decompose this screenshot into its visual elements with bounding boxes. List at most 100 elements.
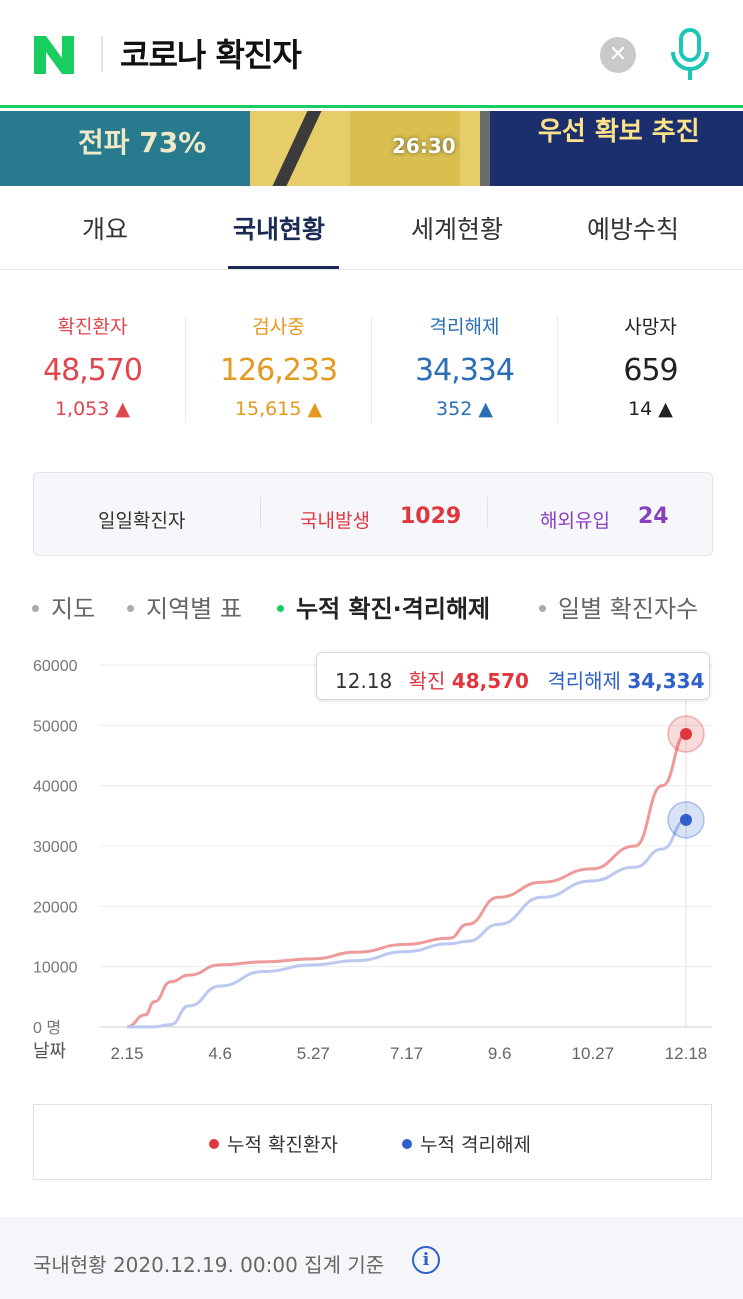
overseas-label: 해외유입 [540,510,610,532]
x-tick-label: 7.17 [390,1044,423,1063]
chart-menu-label: 일별 확진자수 [558,595,699,623]
legend-dot-icon [209,1139,219,1149]
chart-menu-cumulative[interactable]: 누적 확진·격리해제 [277,589,490,624]
search-header: 코로나 확진자 ✕ [0,0,743,108]
chart-menu-map[interactable]: 지도 [32,589,95,624]
stat-divider [185,315,186,423]
stat-label: 검사중 [252,316,305,338]
chart-tooltip: 12.18 확진 48,570 격리해제 34,334 [316,652,710,700]
x-tick-label: 4.6 [208,1044,232,1063]
video-gap [480,111,490,186]
stat-divider [371,315,372,423]
active-tab-indicator [228,266,339,269]
y-tick-label: 40000 [33,779,78,796]
x-axis-label: 날짜 [33,1041,67,1061]
stat-value: 126,233 [219,353,338,388]
stat-divider [557,315,558,423]
x-tick-label: 12.18 [665,1044,708,1063]
tooltip-confirmed-value: 48,570 [451,669,529,693]
stat-value: 48,570 [43,353,143,388]
daily-divider [487,497,488,527]
stat-deaths: 사망자 659 14 ▲ [558,312,743,420]
legend-label: 누적 격리해제 [420,1134,531,1156]
cumulative-line-chart[interactable]: 60000 50000 40000 30000 20000 10000 0 명날짜 2.15 4… [0,640,743,1080]
video-thumb-2[interactable] [250,111,480,186]
stat-value: 659 [623,353,678,388]
chart-menu-label: 지역별 표 [146,595,242,623]
tab-world[interactable]: 세계현황 [411,215,504,244]
microphone-icon[interactable] [668,28,712,82]
video-thumb-3[interactable]: 우선 확보 추진 [490,111,743,186]
bullet-icon [127,604,134,612]
domestic-label: 국내발생 [300,510,370,532]
stat-released: 격리해제 34,334 352 ▲ [372,312,557,420]
up-triangle-icon: ▲ [109,398,131,420]
chart-menu-daily[interactable]: 일별 확진자수 [539,589,698,624]
chart-menu-label: 지도 [51,595,96,623]
stat-confirmed: 확진환자 48,570 1,053 ▲ [0,312,185,420]
y-tick-label: 20000 [33,899,78,916]
stat-delta: 1,053 ▲ [0,398,185,420]
tab-overview[interactable]: 개요 [82,215,129,244]
up-triangle-icon: ▲ [652,398,673,420]
stat-delta-value: 15,615 [234,398,302,420]
tab-prevention[interactable]: 예방수칙 [587,215,680,244]
tooltip-confirmed-label: 확진 [408,669,446,693]
up-triangle-icon: ▲ [301,398,323,420]
stat-delta-value: 352 [436,398,473,420]
x-tick-label: 10.27 [572,1044,615,1063]
tooltip-released-label: 격리해제 [547,669,621,693]
y-tick-label: 10000 [33,960,78,977]
footer: 국내현황 2020.12.19. 00:00 집계 기준 i [0,1217,743,1299]
bullet-icon [32,604,39,612]
legend-label: 누적 확진환자 [227,1134,338,1156]
stats-summary: 확진환자 48,570 1,053 ▲ 검사중 126,233 15,615 ▲… [0,300,743,440]
legend-dot-icon [402,1139,412,1149]
stat-delta: 15,615 ▲ [186,398,371,420]
y-tick-label: 0 명 [33,1019,61,1037]
video-thumb-1[interactable]: 전파 73% [0,111,250,186]
video-thumb-3-text: 우선 확보 추진 [538,117,700,147]
clear-icon[interactable]: ✕ [600,37,636,73]
stat-delta-value: 14 [628,398,653,420]
header-divider [101,36,103,72]
tooltip-date: 12.18 [335,669,393,693]
x-tick-label: 2.15 [110,1044,143,1063]
released-last-point [680,813,692,826]
bullet-icon [277,604,284,612]
y-tick-label: 60000 [33,658,78,675]
chart-menu-region-table[interactable]: 지역별 표 [127,589,242,624]
legend-item-confirmed[interactable]: 누적 확진환자 [209,1130,338,1157]
up-triangle-icon: ▲ [472,398,493,420]
tab-bar: 개요 국내현황 세계현황 예방수칙 [0,186,743,270]
daily-title: 일일확진자 [98,510,186,532]
chart-menu-label: 누적 확진·격리해제 [296,595,491,623]
stat-value: 34,334 [415,353,515,388]
confirmed-last-point [680,727,692,740]
stat-delta: 14 ▲ [558,398,743,420]
daily-divider [260,497,261,527]
search-input[interactable]: 코로나 확진자 [120,36,302,74]
stat-testing: 검사중 126,233 15,615 ▲ [186,312,371,420]
domestic-value: 1029 [400,504,462,529]
bullet-icon [539,604,546,612]
tab-domestic[interactable]: 국내현황 [233,215,326,244]
video-thumb-1-text: 전파 73% [78,126,207,159]
daily-confirmed-box: 일일확진자 국내발생 1029 해외유입 24 [33,472,713,556]
info-icon[interactable]: i [412,1246,440,1274]
mic-stand-graphic [272,111,322,186]
stat-label: 확진환자 [57,316,128,338]
stat-label: 사망자 [624,316,677,338]
stat-delta-value: 1,053 [54,398,110,420]
stat-label: 격리해제 [429,316,500,338]
naver-logo[interactable] [32,34,76,76]
chart-legend: 누적 확진환자 누적 격리해제 [33,1104,712,1180]
news-video-strip[interactable]: 전파 73% 우선 확보 추진 26:30 [0,111,743,186]
footer-timestamp: 국내현황 2020.12.19. 00:00 집계 기준 [33,1253,385,1277]
overseas-value: 24 [638,504,669,529]
y-tick-label: 50000 [33,718,78,735]
y-tick-label: 30000 [33,839,78,856]
legend-item-released[interactable]: 누적 격리해제 [402,1130,531,1157]
confirmed-series-line [126,732,687,1029]
tooltip-released-value: 34,334 [627,669,705,693]
